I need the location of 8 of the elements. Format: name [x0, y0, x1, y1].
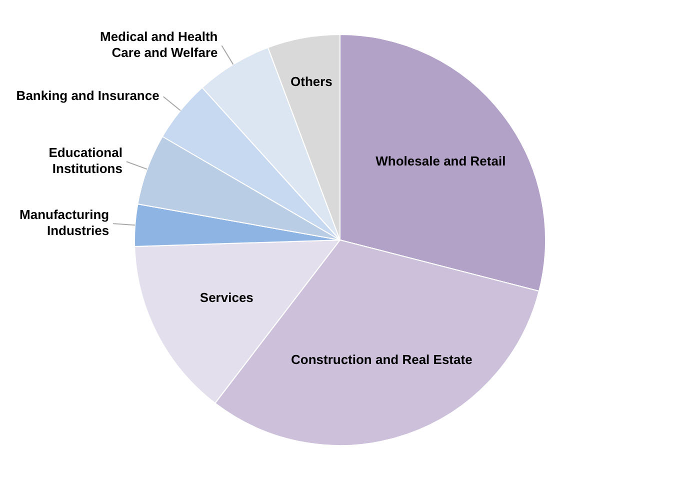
slice-label: Services — [200, 290, 254, 305]
slice-label: Banking and Insurance — [16, 88, 160, 104]
slice-label: Construction and Real Estate — [290, 352, 472, 367]
slice-label: Medical and Health Care and Welfare — [100, 29, 218, 60]
slice-label: Educational Institutions — [48, 145, 122, 176]
slice-label: Others — [290, 74, 332, 89]
slice-label: Manufacturing Industries — [20, 207, 110, 238]
slice-label: Wholesale and Retail — [376, 153, 506, 168]
